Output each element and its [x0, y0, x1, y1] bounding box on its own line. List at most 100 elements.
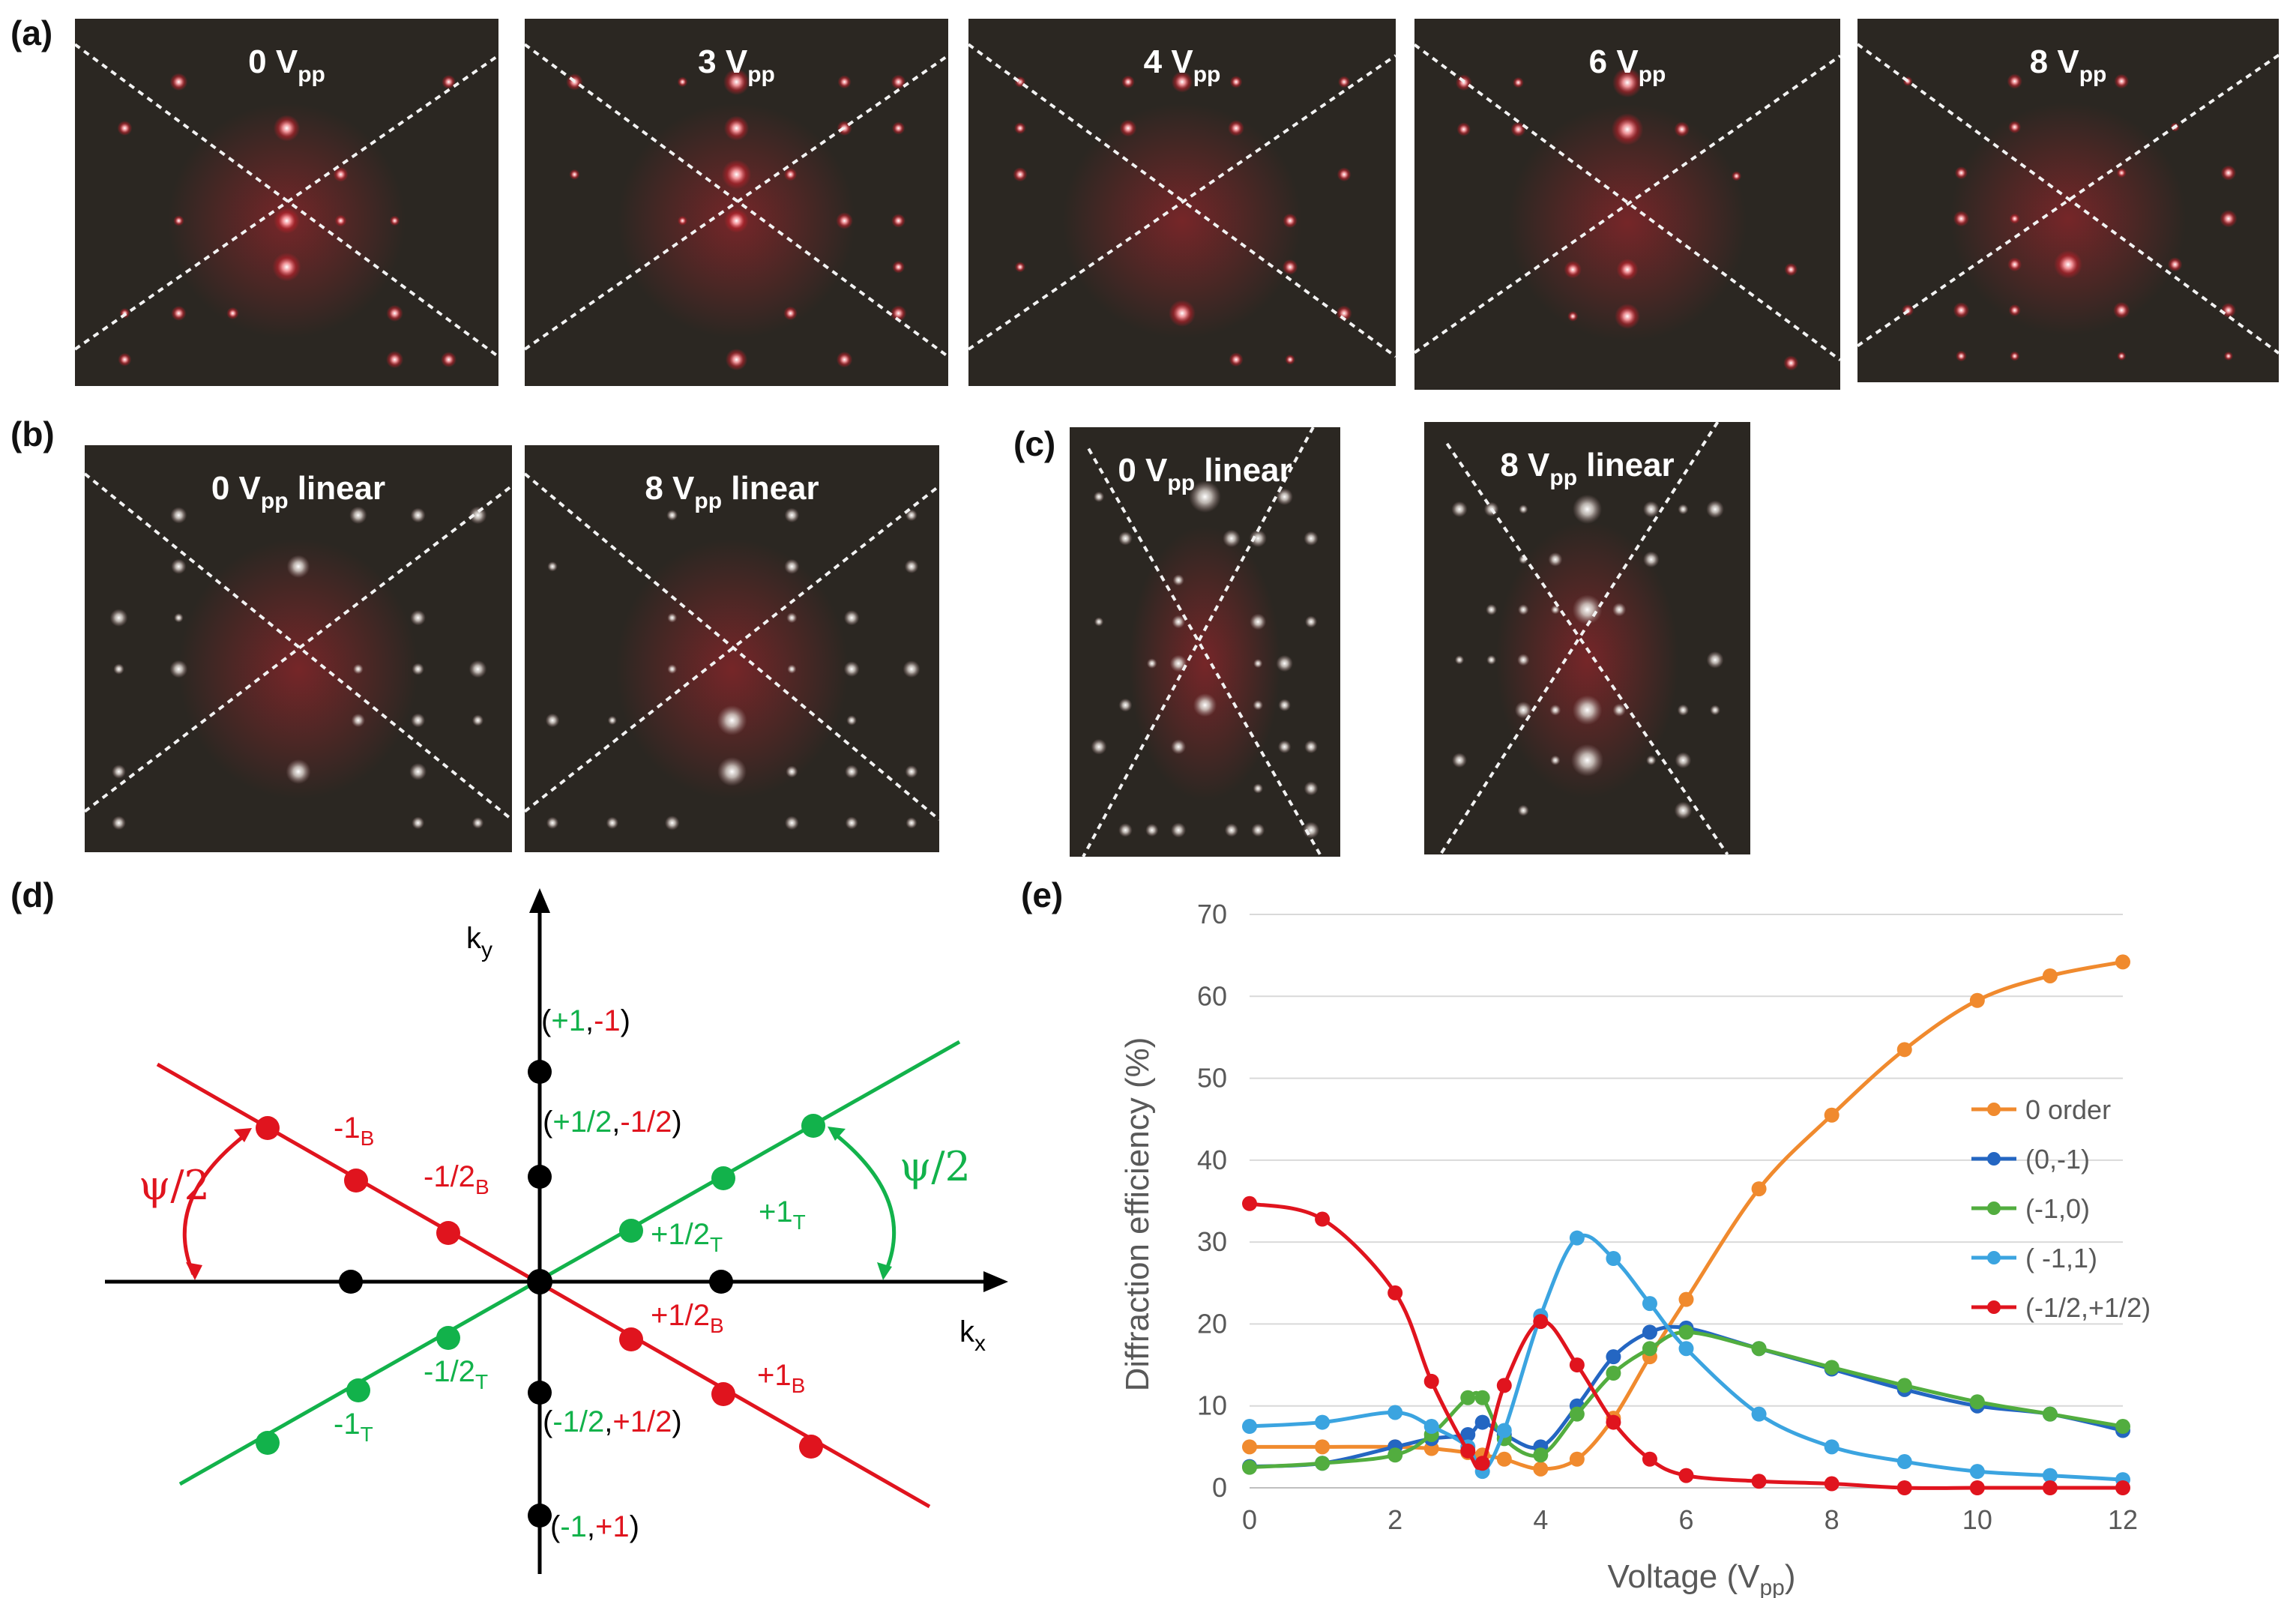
photo-c-2: 8 Vpp linear — [1424, 420, 1750, 856]
legend-label: (-1,0) — [2025, 1193, 2090, 1224]
photo-a-1-guide-line — [73, 54, 500, 351]
photo-a-4: 6 Vpp — [1413, 19, 1842, 390]
label-p12T: +1/2T — [651, 1218, 723, 1256]
data-point — [1824, 1107, 1839, 1123]
photo-c-1-spot — [1304, 740, 1318, 754]
photo-a-2-spot — [891, 214, 906, 228]
photo-c-2-spot — [1572, 695, 1603, 726]
data-point — [1751, 1474, 1767, 1489]
green-dot-end — [256, 1431, 280, 1455]
photo-b-1-spot — [412, 816, 425, 830]
photo-a-3-spot — [1229, 352, 1244, 367]
photo-b-2-spot — [906, 817, 918, 829]
photo-a-5-spot — [2010, 351, 2020, 361]
legend-item: (0,-1) — [1971, 1144, 2090, 1175]
photo-c-2-spot — [1646, 755, 1657, 765]
photo-c-2-spot — [1452, 753, 1467, 768]
photo-a-4-spot — [1616, 259, 1639, 281]
series-0 — [1242, 954, 2130, 1477]
legend-label: (0,-1) — [2025, 1144, 2090, 1175]
photo-c-2-spot — [1612, 603, 1627, 617]
photo-c-2-title: 8 Vpp linear — [1500, 447, 1674, 490]
photo-b-2-spot — [717, 756, 747, 787]
photo-a-5-spot — [2116, 168, 2127, 178]
photo-a-1-spot — [441, 352, 457, 368]
photo-b-2-spot — [784, 815, 799, 830]
photo-a-3: 4 Vpp — [967, 19, 1397, 386]
photo-b-2-spot — [667, 664, 678, 675]
data-point — [1460, 1426, 1476, 1442]
photo-a-4-spot — [1567, 310, 1579, 322]
diffraction-photos: 0 Vpp 3 Vpp 4 Vpp 6 Vpp 8 Vpp 0 Vpp linear 8 V… — [73, 19, 2280, 857]
data-point — [1969, 1464, 1985, 1480]
psi-label-green: ψ/2 — [900, 1143, 971, 1190]
photo-b-2-spot — [845, 765, 859, 779]
photo-a-1-spot — [171, 305, 187, 322]
psi-label-red: ψ/2 — [139, 1162, 210, 1209]
photo-b-2-spot — [784, 507, 800, 523]
photo-b-1-spot — [174, 612, 184, 623]
photo-b-1-spot — [349, 506, 367, 525]
photo-b-2-spot — [607, 716, 617, 726]
photo-b-2-spot — [787, 664, 797, 674]
data-point — [2042, 968, 2058, 983]
legend-item: (-1,0) — [1971, 1193, 2090, 1224]
photo-c-1-spot — [1118, 823, 1133, 837]
photo-a-5-spot — [1956, 350, 1967, 362]
y-tick-label: 60 — [1197, 980, 1227, 1011]
photo-a-1-spot — [118, 352, 132, 367]
photo-a-5-spot — [2220, 210, 2238, 228]
photo-c-2-spot — [1517, 604, 1529, 615]
photo-a-2-spot — [836, 212, 853, 229]
photo-b-1-spot — [109, 609, 128, 627]
red-arc-arrow-top-icon — [234, 1128, 252, 1142]
photo-b-2-spot — [843, 661, 860, 678]
photo-a-4-spot — [1612, 67, 1643, 98]
photo-a-3-spot — [1283, 213, 1298, 229]
photo-c-2-spot — [1706, 500, 1724, 519]
data-point — [1642, 1296, 1657, 1312]
k-space-diagram: ψ/2 ψ/2 ky kx (+1,-1) (+1/2,-1/2) (-1/2,… — [105, 888, 1008, 1574]
chart-x-ticks: 0 2 4 6 8 10 12 — [1242, 1504, 2138, 1535]
panel-label-a: (a) — [10, 13, 52, 52]
data-point — [1474, 1390, 1490, 1405]
photo-c-1-title: 0 Vpp linear — [1118, 452, 1292, 495]
data-point — [2115, 1419, 2130, 1435]
photo-b-2-spot — [606, 816, 618, 830]
photo-b-2-glow — [615, 538, 849, 800]
photo-a-4-spot — [1783, 355, 1799, 371]
photo-b-2-spot — [666, 510, 678, 521]
photo-b-2-guide-line — [523, 472, 941, 821]
photo-b-1-spot — [351, 713, 366, 728]
photo-c-2-spot — [1675, 752, 1692, 769]
data-point — [1533, 1314, 1549, 1330]
photo-c-2-spot — [1486, 654, 1497, 665]
data-point — [1678, 1324, 1694, 1340]
data-point — [1569, 1451, 1585, 1467]
data-point — [2042, 1468, 2058, 1483]
photo-a-1-spot — [442, 74, 456, 89]
photo-c-2-spot — [1550, 605, 1561, 615]
photo-a-3-spot — [1119, 119, 1137, 137]
photo-c-2-spot — [1519, 504, 1528, 514]
red-angle-arc — [182, 1132, 249, 1275]
photo-c-1-spot — [1251, 823, 1265, 837]
data-point — [1474, 1456, 1490, 1471]
photo-b-2-spot — [904, 559, 919, 574]
dot-p12m12 — [528, 1165, 552, 1189]
ky-arrow-icon — [529, 888, 550, 913]
panel-label-d: (d) — [10, 875, 55, 914]
series-line — [1249, 959, 2124, 1471]
photo-a-5: 8 Vpp — [1856, 19, 2280, 382]
data-point — [1969, 1394, 1985, 1410]
photo-a-2-spot — [566, 73, 583, 91]
photo-b-1-spot — [169, 660, 188, 678]
photo-a-5-spot — [2009, 213, 2020, 224]
photo-a-4-spot — [1784, 262, 1798, 277]
photo-a-3-spot — [1337, 167, 1352, 182]
photo-a-2: 3 Vpp — [523, 19, 950, 386]
data-point — [1315, 1211, 1331, 1227]
photo-a-4-spot — [1456, 122, 1471, 136]
photo-a-3-guide-line — [967, 43, 1397, 358]
photo-a-2-spot — [677, 76, 688, 88]
